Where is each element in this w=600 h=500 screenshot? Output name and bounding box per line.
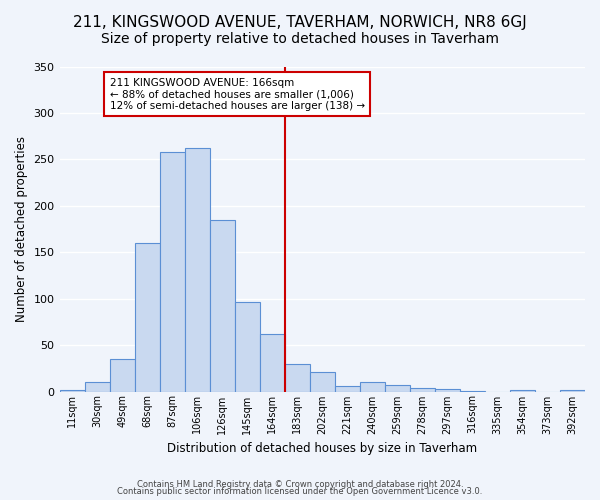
Bar: [385, 385, 410, 392]
Bar: [209, 220, 235, 392]
Bar: [285, 364, 310, 392]
Text: Size of property relative to detached houses in Taverham: Size of property relative to detached ho…: [101, 32, 499, 46]
Bar: [235, 302, 260, 392]
Bar: [410, 388, 435, 392]
Bar: [460, 390, 485, 392]
Bar: [560, 390, 585, 392]
Bar: [335, 386, 360, 392]
Bar: [59, 390, 85, 392]
X-axis label: Distribution of detached houses by size in Taverham: Distribution of detached houses by size …: [167, 442, 478, 455]
Bar: [160, 152, 185, 392]
Text: Contains HM Land Registry data © Crown copyright and database right 2024.: Contains HM Land Registry data © Crown c…: [137, 480, 463, 489]
Bar: [310, 372, 335, 392]
Bar: [510, 390, 535, 392]
Bar: [85, 382, 110, 392]
Bar: [260, 334, 285, 392]
Bar: [185, 148, 209, 392]
Bar: [435, 388, 460, 392]
Bar: [134, 243, 160, 392]
Text: 211 KINGSWOOD AVENUE: 166sqm
← 88% of detached houses are smaller (1,006)
12% of: 211 KINGSWOOD AVENUE: 166sqm ← 88% of de…: [110, 78, 365, 111]
Bar: [360, 382, 385, 392]
Y-axis label: Number of detached properties: Number of detached properties: [15, 136, 28, 322]
Bar: [110, 359, 134, 392]
Text: 211, KINGSWOOD AVENUE, TAVERHAM, NORWICH, NR8 6GJ: 211, KINGSWOOD AVENUE, TAVERHAM, NORWICH…: [73, 15, 527, 30]
Text: Contains public sector information licensed under the Open Government Licence v3: Contains public sector information licen…: [118, 487, 482, 496]
